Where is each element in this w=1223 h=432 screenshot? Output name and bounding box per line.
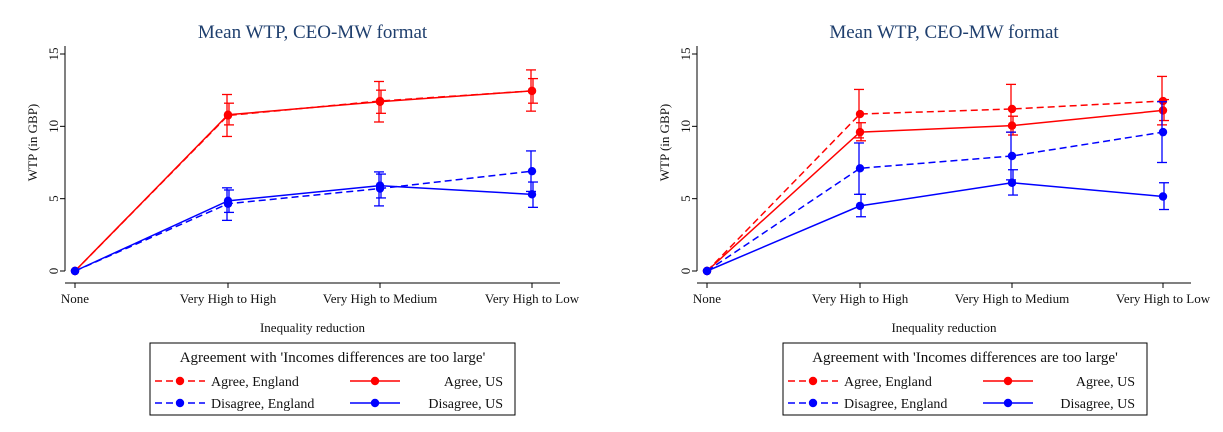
legend-box bbox=[782, 342, 1148, 416]
legend-label: Disagree, US bbox=[1060, 397, 1135, 412]
data-point bbox=[70, 266, 80, 276]
chart-title: Mean WTP, CEO-MW format bbox=[198, 22, 428, 43]
legend-marker bbox=[175, 376, 185, 386]
series-2 bbox=[702, 98, 1169, 276]
legend-marker bbox=[808, 376, 818, 386]
legend-marker bbox=[370, 398, 380, 408]
legend-marker bbox=[1003, 398, 1013, 408]
y-tick-label: 10 bbox=[46, 120, 61, 133]
legend-box bbox=[149, 342, 516, 416]
series-line bbox=[706, 109, 1164, 272]
series-line bbox=[74, 90, 533, 272]
series-2 bbox=[70, 77, 538, 276]
data-point bbox=[527, 166, 537, 176]
data-point bbox=[223, 110, 233, 119]
legend-label: Disagree, England bbox=[211, 397, 314, 412]
series-1 bbox=[702, 75, 1168, 276]
y-tick-label: 0 bbox=[46, 268, 61, 275]
data-point bbox=[1007, 151, 1017, 161]
data-point bbox=[855, 201, 865, 211]
legend-item: Disagree, England bbox=[788, 397, 947, 412]
y-axis-label: WTP (in GBP) bbox=[25, 104, 40, 182]
legend-item: Agree, England bbox=[155, 375, 299, 390]
data-point bbox=[855, 164, 865, 173]
x-tick-label: Very High to High bbox=[180, 291, 277, 306]
x-tick-label: None bbox=[61, 291, 89, 306]
legend-item: Agree, England bbox=[788, 375, 932, 390]
legend-label: Agree, US bbox=[444, 375, 503, 390]
series-line bbox=[74, 90, 533, 272]
data-point bbox=[527, 86, 537, 96]
data-point bbox=[1007, 178, 1017, 187]
legend-marker bbox=[370, 376, 380, 386]
series-3 bbox=[702, 101, 1168, 276]
legend-marker bbox=[1003, 376, 1013, 386]
x-tick-label: Very High to Medium bbox=[323, 291, 437, 306]
series-line bbox=[74, 184, 533, 272]
legend-item: Agree, US bbox=[350, 375, 503, 390]
chart-title: Mean WTP, CEO-MW format bbox=[829, 22, 1059, 43]
y-axis-label: WTP (in GBP) bbox=[657, 104, 672, 182]
y-tick-label: 15 bbox=[46, 48, 61, 61]
data-point bbox=[1158, 96, 1168, 106]
legend-title: Agreement with 'Incomes differences are … bbox=[812, 350, 1118, 366]
chart-panel-2: Mean WTP, CEO-MW format 0 5 10 15 WTP (in GBP… bbox=[657, 22, 1211, 416]
data-point bbox=[1007, 121, 1017, 130]
legend: Agreement with 'Incomes differences are … bbox=[782, 342, 1148, 416]
legend-label: Agree, US bbox=[1076, 375, 1135, 390]
y-tick-label: 5 bbox=[46, 195, 61, 202]
legend-item: Disagree, England bbox=[155, 397, 314, 412]
legend-marker bbox=[808, 398, 818, 408]
series-line bbox=[74, 170, 533, 272]
x-axis-label: Inequality reduction bbox=[891, 320, 997, 335]
legend-item: Disagree, US bbox=[350, 397, 503, 412]
y-tick-label: 5 bbox=[678, 195, 693, 202]
series-4 bbox=[70, 173, 538, 276]
series-3 bbox=[70, 150, 537, 276]
legend-title: Agreement with 'Incomes differences are … bbox=[180, 350, 486, 366]
series-line bbox=[706, 131, 1164, 272]
x-tick-label: None bbox=[693, 291, 721, 306]
x-tick-label: Very High to Low bbox=[1116, 291, 1211, 306]
data-point bbox=[702, 266, 712, 276]
series-line bbox=[706, 181, 1164, 272]
series-4 bbox=[702, 169, 1169, 276]
legend-label: Disagree, England bbox=[844, 397, 947, 412]
x-tick-label: Very High to Low bbox=[485, 291, 580, 306]
data-point bbox=[1158, 192, 1168, 201]
data-point bbox=[375, 97, 385, 106]
y-tick-label: 10 bbox=[678, 120, 693, 133]
y-tick-label: 15 bbox=[678, 48, 693, 61]
series-1 bbox=[70, 69, 537, 276]
x-axis-label: Inequality reduction bbox=[260, 320, 366, 335]
data-point bbox=[855, 127, 865, 137]
legend-label: Disagree, US bbox=[428, 397, 503, 412]
data-point bbox=[1007, 104, 1017, 114]
legend: Agreement with 'Incomes differences are … bbox=[149, 342, 516, 416]
y-tick-label: 0 bbox=[678, 268, 693, 275]
data-point bbox=[855, 109, 865, 119]
data-point bbox=[223, 196, 233, 206]
x-tick-label: Very High to High bbox=[812, 291, 909, 306]
data-point bbox=[1158, 127, 1168, 137]
legend-item: Disagree, US bbox=[983, 397, 1135, 412]
legend-label: Agree, England bbox=[211, 375, 299, 390]
legend-label: Agree, England bbox=[844, 375, 932, 390]
data-point bbox=[375, 181, 385, 190]
series-line bbox=[706, 100, 1164, 272]
legend-item: Agree, US bbox=[983, 375, 1135, 390]
data-point bbox=[527, 190, 537, 199]
chart-panel-1: Mean WTP, CEO-MW format 0 5 10 15 WTP (in GBP… bbox=[25, 22, 580, 416]
legend-marker bbox=[175, 398, 185, 408]
data-point bbox=[1158, 106, 1168, 115]
x-tick-label: Very High to Medium bbox=[955, 291, 1069, 306]
